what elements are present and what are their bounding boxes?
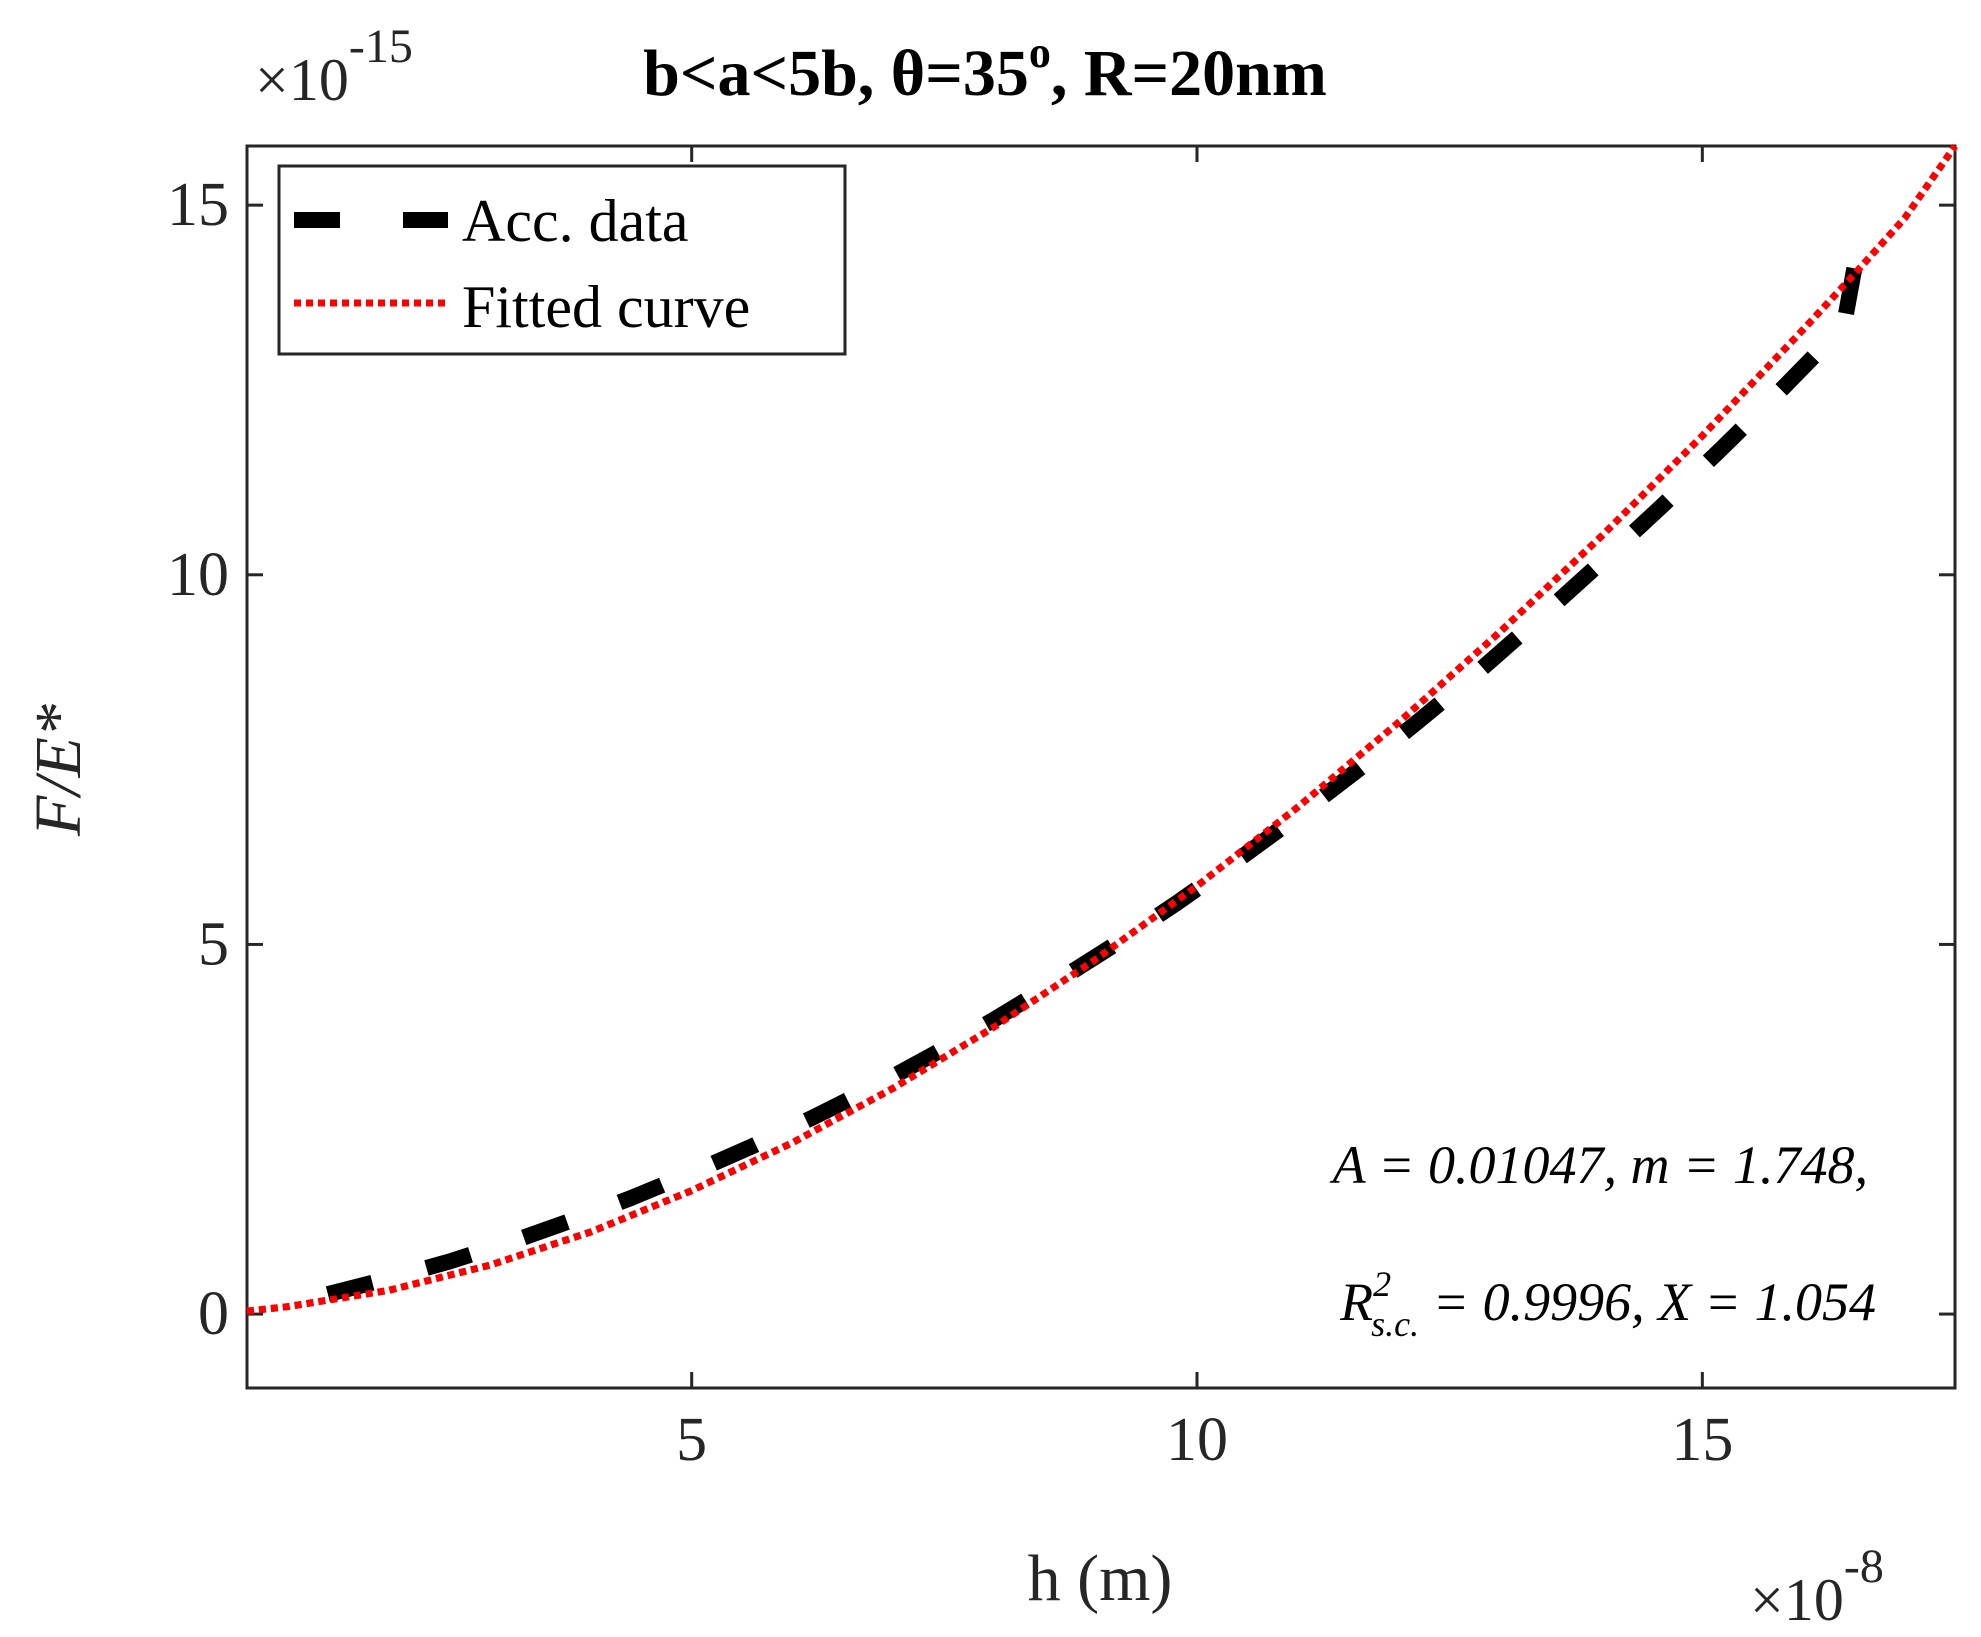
x-tick-label: 5	[676, 1406, 707, 1474]
y-tick-label: 10	[167, 541, 229, 609]
y-multiplier-base: ×10	[255, 47, 349, 113]
y-multiplier-exponent: -15	[349, 20, 413, 73]
y-axis-label: F/E*	[22, 704, 95, 837]
x-multiplier-base: ×10	[1750, 1567, 1844, 1633]
y-tick-label: 15	[167, 171, 229, 239]
y-tick-labels: 0 5 10 15	[167, 171, 229, 1348]
annotation-r-subscript: s.c.	[1371, 1304, 1419, 1344]
title-rest: , R=20nm	[1051, 37, 1327, 110]
x-axis-multiplier: ×10-8	[1750, 1540, 1884, 1633]
series-acc-data	[325, 214, 1872, 1302]
title-main: b<a<5b, θ=35	[643, 37, 1029, 110]
annotation-stats-rest: = 0.9996, X = 1.054	[1419, 1272, 1876, 1332]
x-tick-labels: 5 10 15	[676, 1406, 1733, 1474]
y-tick-label: 5	[198, 910, 229, 978]
x-tick-label: 10	[1166, 1406, 1228, 1474]
legend-label-fitted-curve: Fitted curve	[462, 274, 750, 340]
x-tick-label: 15	[1671, 1406, 1733, 1474]
axis-ticks	[247, 146, 1955, 1388]
y-tick-label: 0	[198, 1280, 229, 1348]
series-fitted-curve-overlay	[246, 143, 1958, 1315]
chart-title: b<a<5b, θ=35o, R=20nm	[643, 28, 1327, 110]
annotation-fit-stats: R2 s.c. = 0.9996, X = 1.054	[1339, 1264, 1876, 1344]
annotation-fit-params: A = 0.01047, m = 1.748,	[1330, 1135, 1868, 1195]
legend-box	[277, 164, 847, 356]
x-axis-label: h (m)	[1028, 1542, 1173, 1615]
x-multiplier-exponent: -8	[1844, 1540, 1884, 1593]
title-superscript: o	[1029, 28, 1051, 77]
annotation-r-symbol: R	[1339, 1272, 1373, 1332]
legend-label-acc-data: Acc. data	[462, 188, 689, 254]
y-axis-multiplier: ×10-15	[255, 20, 413, 113]
annotation-r-superscript: 2	[1373, 1264, 1391, 1304]
legend: Acc. data Fitted curve	[277, 164, 847, 356]
